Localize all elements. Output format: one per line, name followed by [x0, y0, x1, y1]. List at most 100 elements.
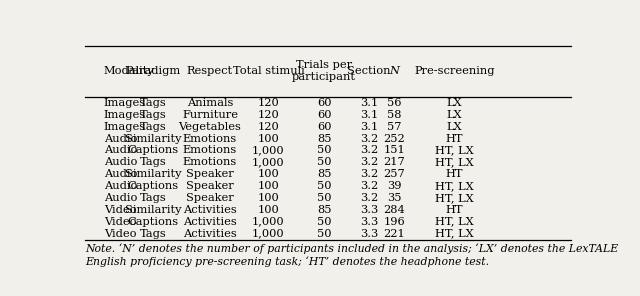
Text: 100: 100: [258, 169, 279, 179]
Text: Tags: Tags: [140, 98, 167, 108]
Text: 196: 196: [383, 217, 405, 227]
Text: 3.2: 3.2: [360, 181, 378, 191]
Text: 3.2: 3.2: [360, 145, 378, 155]
Text: 100: 100: [258, 193, 279, 203]
Text: Speaker: Speaker: [186, 169, 234, 179]
Text: 3.2: 3.2: [360, 157, 378, 167]
Text: 3.2: 3.2: [360, 169, 378, 179]
Text: LX: LX: [447, 122, 462, 132]
Text: 35: 35: [387, 193, 402, 203]
Text: 3.1: 3.1: [360, 122, 378, 132]
Text: 60: 60: [317, 110, 332, 120]
Text: HT: HT: [445, 205, 463, 215]
Text: Paradigm: Paradigm: [126, 66, 181, 76]
Text: Images: Images: [104, 110, 146, 120]
Text: HT, LX: HT, LX: [435, 145, 474, 155]
Text: Activities: Activities: [183, 205, 237, 215]
Text: 39: 39: [387, 181, 402, 191]
Text: Tags: Tags: [140, 229, 167, 239]
Text: HT, LX: HT, LX: [435, 157, 474, 167]
Text: Animals: Animals: [187, 98, 233, 108]
Text: Audio: Audio: [104, 157, 137, 167]
Text: 85: 85: [317, 169, 332, 179]
Text: Tags: Tags: [140, 122, 167, 132]
Text: Note. ‘N’ denotes the number of participants included in the analysis; ‘LX’ deno: Note. ‘N’ denotes the number of particip…: [85, 243, 618, 267]
Text: Video: Video: [104, 229, 136, 239]
Text: Images: Images: [104, 122, 146, 132]
Text: 151: 151: [383, 145, 405, 155]
Text: Vegetables: Vegetables: [179, 122, 241, 132]
Text: N: N: [390, 66, 399, 76]
Text: Speaker: Speaker: [186, 193, 234, 203]
Text: Audio: Audio: [104, 133, 137, 144]
Text: HT, LX: HT, LX: [435, 217, 474, 227]
Text: 3.3: 3.3: [360, 229, 378, 239]
Text: Similarity: Similarity: [125, 205, 182, 215]
Text: 221: 221: [383, 229, 405, 239]
Text: Similarity: Similarity: [125, 133, 182, 144]
Text: HT, LX: HT, LX: [435, 229, 474, 239]
Text: Respect: Respect: [187, 66, 233, 76]
Text: 3.1: 3.1: [360, 110, 378, 120]
Text: 50: 50: [317, 193, 332, 203]
Text: 56: 56: [387, 98, 402, 108]
Text: Pre-screening: Pre-screening: [414, 66, 495, 76]
Text: LX: LX: [447, 110, 462, 120]
Text: Similarity: Similarity: [125, 169, 182, 179]
Text: 3.2: 3.2: [360, 133, 378, 144]
Text: 120: 120: [258, 122, 279, 132]
Text: HT, LX: HT, LX: [435, 181, 474, 191]
Text: Audio: Audio: [104, 169, 137, 179]
Text: 1,000: 1,000: [252, 145, 285, 155]
Text: 120: 120: [258, 98, 279, 108]
Text: 60: 60: [317, 98, 332, 108]
Text: HT: HT: [445, 169, 463, 179]
Text: 3.2: 3.2: [360, 193, 378, 203]
Text: 252: 252: [383, 133, 405, 144]
Text: Section: Section: [348, 66, 391, 76]
Text: 257: 257: [383, 169, 405, 179]
Text: Total stimuli: Total stimuli: [232, 66, 305, 76]
Text: 100: 100: [258, 181, 279, 191]
Text: 50: 50: [317, 157, 332, 167]
Text: 1,000: 1,000: [252, 217, 285, 227]
Text: Video: Video: [104, 217, 136, 227]
Text: Activities: Activities: [183, 217, 237, 227]
Text: HT, LX: HT, LX: [435, 193, 474, 203]
Text: 3.3: 3.3: [360, 205, 378, 215]
Text: Trials per
participant: Trials per participant: [292, 60, 356, 82]
Text: 50: 50: [317, 181, 332, 191]
Text: Tags: Tags: [140, 193, 167, 203]
Text: Tags: Tags: [140, 110, 167, 120]
Text: Audio: Audio: [104, 193, 137, 203]
Text: Emotions: Emotions: [183, 133, 237, 144]
Text: 85: 85: [317, 205, 332, 215]
Text: 50: 50: [317, 229, 332, 239]
Text: Video: Video: [104, 205, 136, 215]
Text: 120: 120: [258, 110, 279, 120]
Text: 1,000: 1,000: [252, 157, 285, 167]
Text: 85: 85: [317, 133, 332, 144]
Text: 50: 50: [317, 217, 332, 227]
Text: 50: 50: [317, 145, 332, 155]
Text: 3.1: 3.1: [360, 98, 378, 108]
Text: 57: 57: [387, 122, 402, 132]
Text: Modality: Modality: [104, 66, 154, 76]
Text: LX: LX: [447, 98, 462, 108]
Text: Emotions: Emotions: [183, 157, 237, 167]
Text: 100: 100: [258, 133, 279, 144]
Text: 60: 60: [317, 122, 332, 132]
Text: Tags: Tags: [140, 157, 167, 167]
Text: 1,000: 1,000: [252, 229, 285, 239]
Text: Speaker: Speaker: [186, 181, 234, 191]
Text: Emotions: Emotions: [183, 145, 237, 155]
Text: Audio: Audio: [104, 181, 137, 191]
Text: 100: 100: [258, 205, 279, 215]
Text: 58: 58: [387, 110, 402, 120]
Text: 217: 217: [383, 157, 405, 167]
Text: Captions: Captions: [128, 181, 179, 191]
Text: HT: HT: [445, 133, 463, 144]
Text: 3.3: 3.3: [360, 217, 378, 227]
Text: Audio: Audio: [104, 145, 137, 155]
Text: Captions: Captions: [128, 217, 179, 227]
